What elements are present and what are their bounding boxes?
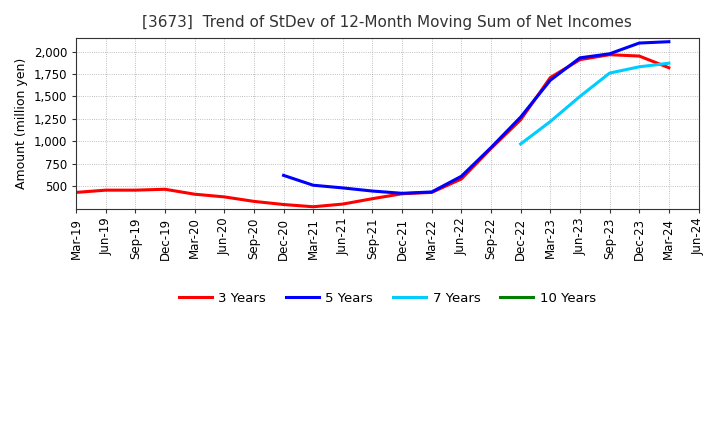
- 3 Years: [161, 187, 169, 192]
- 3 Years: [220, 194, 228, 199]
- 5 Years: [368, 188, 377, 194]
- 3 Years: [309, 204, 318, 209]
- 7 Years: [546, 119, 554, 124]
- 7 Years: [665, 61, 673, 66]
- Y-axis label: Amount (million yen): Amount (million yen): [15, 58, 28, 189]
- 3 Years: [665, 65, 673, 70]
- 3 Years: [279, 202, 288, 207]
- 5 Years: [309, 183, 318, 188]
- 7 Years: [606, 70, 614, 76]
- 5 Years: [546, 77, 554, 83]
- Line: 7 Years: 7 Years: [521, 63, 669, 144]
- 3 Years: [397, 191, 406, 196]
- 3 Years: [338, 202, 347, 207]
- 7 Years: [516, 141, 525, 147]
- 3 Years: [516, 117, 525, 122]
- 5 Years: [338, 185, 347, 191]
- Title: [3673]  Trend of StDev of 12-Month Moving Sum of Net Incomes: [3673] Trend of StDev of 12-Month Moving…: [143, 15, 632, 30]
- Legend: 3 Years, 5 Years, 7 Years, 10 Years: 3 Years, 5 Years, 7 Years, 10 Years: [174, 287, 601, 310]
- 3 Years: [190, 191, 199, 197]
- 5 Years: [635, 40, 644, 46]
- Line: 5 Years: 5 Years: [284, 42, 669, 193]
- 5 Years: [279, 173, 288, 178]
- 3 Years: [487, 146, 495, 151]
- 7 Years: [635, 64, 644, 70]
- 3 Years: [457, 176, 466, 182]
- 3 Years: [72, 190, 81, 195]
- 5 Years: [516, 114, 525, 120]
- 3 Years: [606, 52, 614, 57]
- Line: 3 Years: 3 Years: [76, 55, 669, 207]
- 3 Years: [635, 53, 644, 59]
- 3 Years: [428, 190, 436, 195]
- 7 Years: [575, 94, 584, 99]
- 3 Years: [250, 199, 258, 204]
- 3 Years: [102, 187, 110, 193]
- 5 Years: [487, 145, 495, 150]
- 5 Years: [397, 191, 406, 196]
- 3 Years: [131, 187, 140, 193]
- 3 Years: [546, 75, 554, 80]
- 5 Years: [428, 189, 436, 194]
- 5 Years: [606, 51, 614, 56]
- 5 Years: [575, 55, 584, 60]
- 3 Years: [368, 196, 377, 202]
- 5 Years: [457, 174, 466, 179]
- 5 Years: [665, 39, 673, 44]
- 3 Years: [575, 57, 584, 62]
